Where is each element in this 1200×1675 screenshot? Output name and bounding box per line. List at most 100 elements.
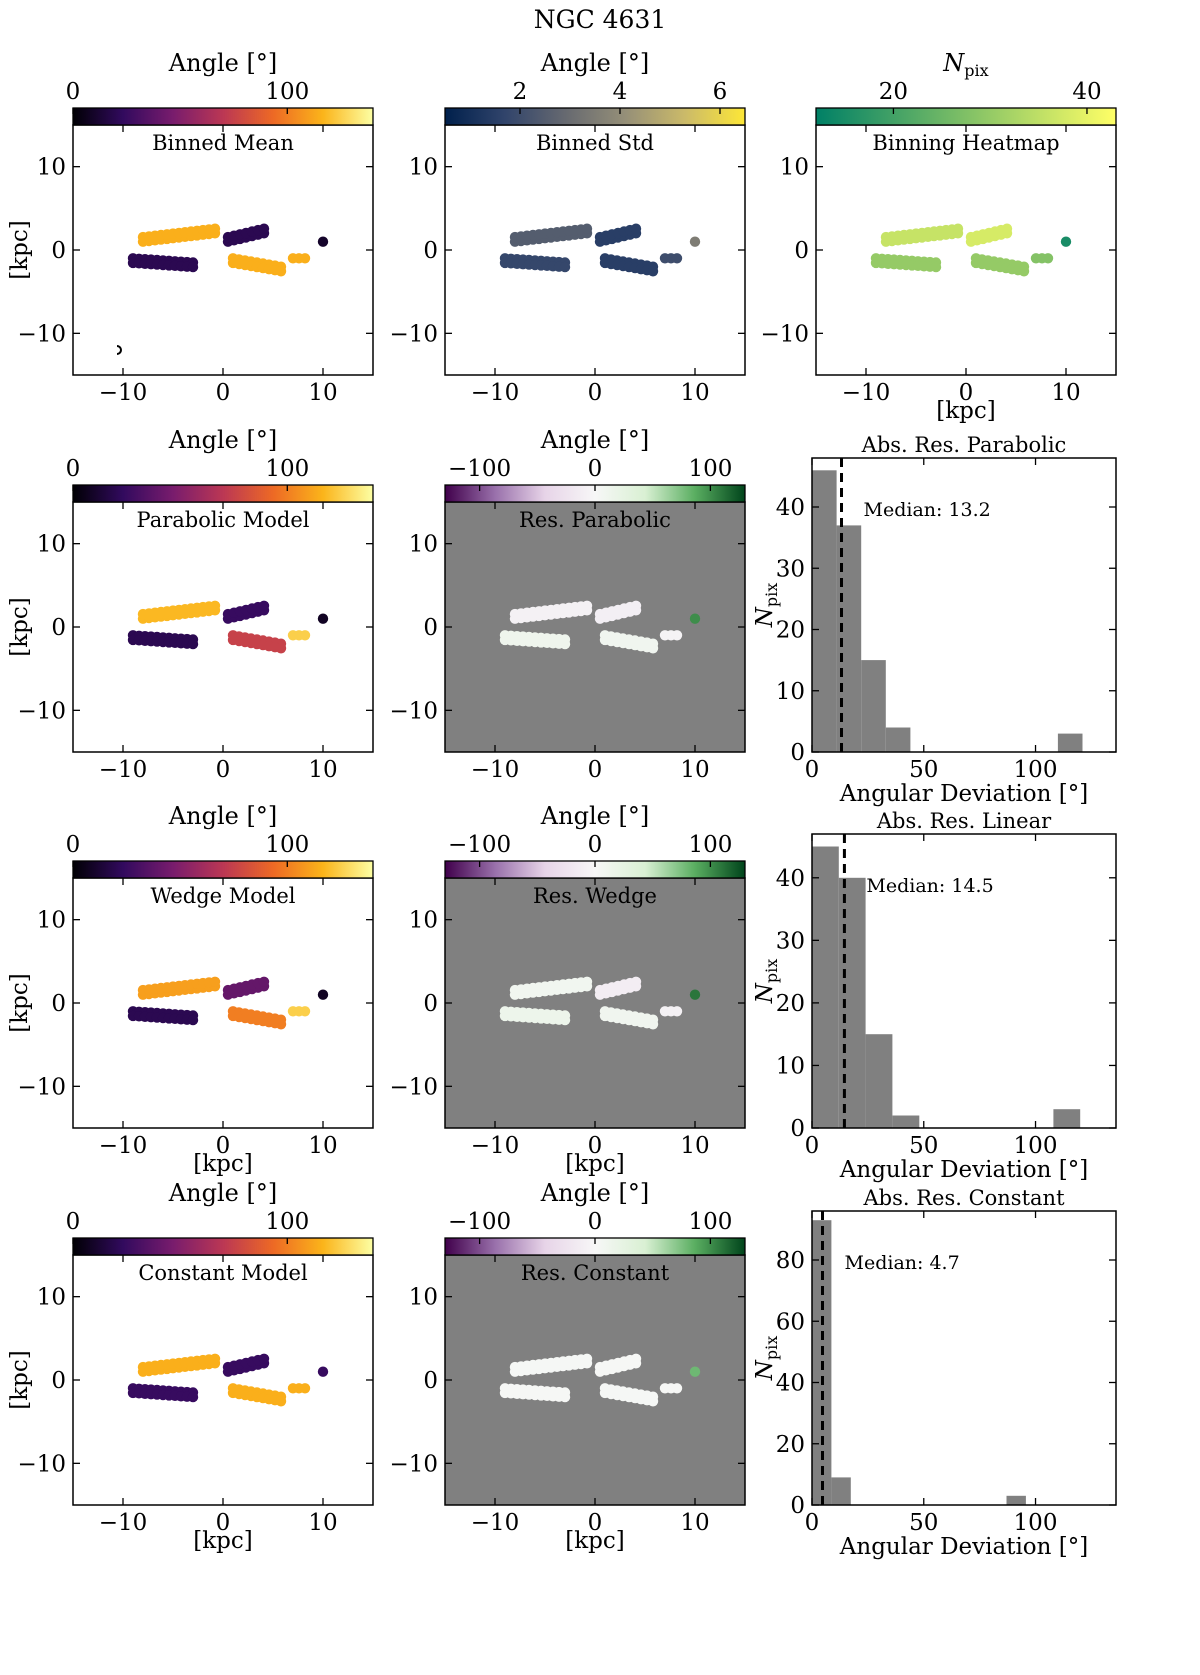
x-axis-label: [kpc] — [193, 1151, 253, 1177]
pixel-clusters — [499, 976, 701, 1030]
hist-bar — [861, 660, 886, 752]
pixel-dot — [630, 1353, 642, 1365]
colorbar-gradient — [72, 1237, 374, 1256]
pixel-dot — [647, 643, 659, 654]
figure-title: NGC 4631 — [534, 5, 667, 34]
pixel-dot — [275, 643, 287, 654]
y-tick-label: 10 — [37, 908, 66, 934]
map-background — [73, 125, 373, 375]
x-tick-label: 0 — [805, 757, 820, 783]
pixel-dot — [275, 266, 287, 277]
pixel-dot — [317, 1366, 329, 1377]
y-axis-label: [kpc] — [7, 597, 33, 657]
y-tick-label: 40 — [776, 866, 805, 892]
pixel-dot — [689, 989, 701, 1000]
y-tick-label: 60 — [776, 1309, 805, 1335]
x-tick-label: −10 — [471, 1510, 520, 1536]
x-tick-label: 0 — [216, 757, 231, 783]
colorbar-tick-label: 0 — [588, 1209, 603, 1235]
panel-title: Binning Heatmap — [872, 131, 1059, 155]
y-tick-label: 10 — [776, 679, 805, 705]
map-background — [445, 125, 745, 375]
x-tick-label: −10 — [99, 1133, 148, 1159]
pixel-dot — [258, 976, 270, 987]
y-tick-label: 40 — [776, 1371, 805, 1397]
x-tick-label: 50 — [909, 757, 938, 783]
pixel-dot — [581, 223, 593, 234]
x-tick-label: −10 — [99, 757, 148, 783]
colorbar-tick-label: 20 — [879, 79, 908, 105]
x-axis-label: Angular Deviation [°] — [839, 1157, 1088, 1183]
map-panel-parabolic-model: −10 0 10 −10 0 10 Parabolic Model [kpc] 0 100Angl… — [7, 426, 374, 783]
panel-title: Binned Std — [536, 131, 654, 155]
hist-bar — [812, 846, 839, 1128]
x-tick-label: 10 — [680, 757, 709, 783]
y-tick-label: 0 — [423, 991, 438, 1017]
pixel-clusters — [499, 223, 701, 277]
colorbar-gradient — [815, 107, 1117, 126]
pixel-dot — [209, 223, 221, 234]
hist-bar — [885, 727, 911, 752]
x-tick-label: −10 — [471, 757, 520, 783]
hist-title: Abs. Res. Parabolic — [861, 433, 1067, 457]
pixel-dot — [187, 638, 199, 650]
y-tick-label: −10 — [17, 321, 66, 347]
x-tick-label: −10 — [842, 380, 891, 406]
hist-bar — [812, 470, 837, 753]
colorbar-tick-label: −100 — [448, 832, 511, 858]
colorbar-label: Angle [°] — [540, 426, 649, 454]
x-tick-label: 10 — [680, 1510, 709, 1536]
x-tick-label: −10 — [471, 1133, 520, 1159]
pixel-dot — [187, 1014, 199, 1026]
pixel-dot — [209, 1353, 221, 1365]
hist-constant: 0 50 100 0 20 40 60 80 Abs. Res. Constant Median:… — [752, 1186, 1117, 1560]
map-background — [816, 125, 1116, 375]
y-tick-label: 0 — [51, 1368, 66, 1394]
map-panel-binned-std: −10 0 10 −10 0 10 Binned Std 2 4 6 Angle [°] — [389, 49, 746, 406]
colorbar-label: Angle [°] — [168, 426, 277, 454]
pixel-dot — [317, 236, 329, 247]
colorbar-tick-label: 100 — [265, 79, 309, 105]
y-tick-label: 20 — [776, 1432, 805, 1458]
hist-frame — [811, 1210, 1117, 1506]
y-tick-label: 10 — [776, 1053, 805, 1079]
y-axis-label: [kpc] — [7, 1350, 33, 1410]
colorbar-tick-label: 100 — [265, 456, 309, 482]
pixel-clusters — [499, 600, 701, 654]
median-annotation: Median: 13.2 — [864, 499, 991, 521]
x-tick-label: 50 — [909, 1510, 938, 1536]
panel-title: Binned Mean — [152, 131, 294, 155]
colorbar: −100 0 100 Angle [°] — [444, 802, 746, 879]
pixel-dot — [1001, 223, 1013, 234]
beam-marker — [116, 345, 122, 355]
x-tick-label: −10 — [99, 1510, 148, 1536]
y-tick-label: −10 — [760, 321, 809, 347]
hist-bar — [1006, 1495, 1026, 1505]
pixel-dot — [647, 266, 659, 277]
colorbar-tick-label: 2 — [513, 79, 528, 105]
hist-title: Abs. Res. Constant — [862, 1186, 1065, 1210]
x-tick-label: 100 — [1014, 1510, 1058, 1536]
y-tick-label: 20 — [776, 991, 805, 1017]
y-axis-label: Npix — [752, 583, 781, 629]
hist-title: Abs. Res. Linear — [876, 809, 1052, 833]
colorbar-tick-label: −100 — [448, 1209, 511, 1235]
x-tick-label: 0 — [588, 380, 603, 406]
x-tick-label: 10 — [680, 380, 709, 406]
pixel-dot — [671, 253, 683, 264]
pixel-dot — [952, 223, 964, 234]
pixel-clusters — [127, 976, 329, 1030]
median-annotation: Median: 4.7 — [845, 1252, 960, 1274]
pixel-dot — [299, 1383, 311, 1394]
pixel-dot — [689, 613, 701, 624]
colorbar-tick-label: 100 — [688, 1209, 732, 1235]
x-tick-label: 100 — [1014, 757, 1058, 783]
x-tick-label: 0 — [588, 757, 603, 783]
pixel-dot — [299, 630, 311, 641]
y-tick-label: 0 — [790, 1493, 805, 1519]
pixel-dot — [581, 976, 593, 987]
